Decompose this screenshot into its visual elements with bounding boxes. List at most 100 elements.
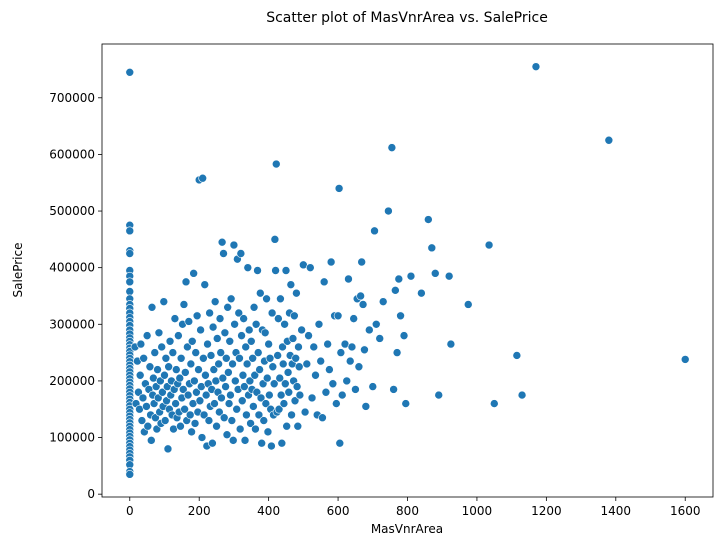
data-point [300, 407, 310, 417]
data-point [163, 444, 173, 454]
data-point [143, 421, 153, 431]
data-point [335, 438, 345, 448]
data-point [238, 370, 248, 380]
data-point [157, 342, 167, 352]
data-point [444, 271, 454, 281]
data-point [489, 399, 499, 408]
data-point [187, 336, 197, 346]
data-point [209, 365, 219, 374]
data-point [311, 370, 320, 380]
data-point [319, 277, 329, 287]
data-point [290, 396, 300, 406]
data-point [201, 390, 211, 400]
data-point [168, 348, 178, 357]
y-axis-title: SalePrice [11, 243, 25, 298]
data-point [159, 297, 169, 306]
data-point [165, 336, 175, 346]
data-point [160, 416, 170, 425]
data-point [181, 277, 191, 287]
data-point [261, 399, 271, 408]
data-point [307, 393, 317, 403]
data-point [275, 373, 285, 383]
data-point [288, 334, 298, 343]
data-points [125, 62, 690, 479]
data-point [250, 370, 260, 380]
data-point [268, 362, 278, 372]
x-axis-ticks: 0 200 400 600 800 1000 1200 1400 1600 [126, 497, 701, 518]
data-point [392, 348, 402, 357]
data-point [260, 328, 270, 338]
data-point [183, 390, 193, 400]
data-point [314, 319, 324, 329]
data-point [195, 396, 205, 406]
data-point [192, 311, 202, 321]
data-point [604, 135, 614, 145]
y-tick-label: 700000 [49, 91, 95, 105]
data-point [332, 399, 341, 408]
data-point [277, 438, 287, 448]
data-point [290, 311, 299, 321]
data-point [517, 390, 527, 400]
y-tick-label: 100000 [49, 431, 95, 445]
data-point [194, 365, 203, 374]
data-point [430, 269, 440, 278]
data-point [228, 359, 237, 369]
data-point [337, 390, 347, 400]
data-point [336, 348, 346, 357]
data-point [269, 379, 279, 389]
data-point [125, 470, 135, 479]
data-point [204, 416, 214, 425]
data-point [189, 269, 198, 278]
data-point [184, 317, 194, 326]
data-point [396, 311, 405, 321]
plot-area [101, 43, 714, 498]
x-tick-label: 200 [188, 504, 211, 518]
data-point [212, 421, 221, 431]
data-point [244, 325, 254, 335]
data-point [334, 184, 344, 193]
data-point [370, 226, 379, 236]
data-point [235, 353, 244, 363]
data-point [254, 410, 264, 420]
x-tick-label: 0 [126, 504, 134, 518]
data-point [361, 402, 371, 411]
data-point [221, 353, 231, 363]
data-point [281, 266, 291, 275]
data-point [240, 436, 250, 445]
data-point [190, 376, 199, 386]
data-point [192, 387, 201, 397]
data-point [196, 325, 205, 335]
data-point [226, 390, 235, 400]
data-point [297, 325, 306, 335]
data-point [265, 390, 274, 400]
data-point [354, 362, 364, 372]
data-point [187, 427, 196, 437]
data-point [280, 319, 289, 329]
data-point [295, 390, 305, 400]
data-point [325, 365, 334, 374]
data-point [183, 342, 192, 352]
data-point [326, 257, 336, 267]
data-point [424, 215, 433, 224]
y-tick-label: 600000 [49, 147, 95, 161]
data-point [293, 421, 303, 431]
data-point [255, 365, 264, 374]
data-point [463, 300, 473, 309]
data-point [217, 393, 226, 403]
data-point [263, 427, 273, 437]
data-point [178, 385, 188, 394]
data-point [199, 353, 208, 363]
data-point [282, 421, 291, 431]
data-point [214, 359, 223, 369]
data-point [191, 348, 201, 357]
data-point [371, 319, 381, 329]
data-point [231, 376, 240, 386]
data-point [181, 368, 190, 377]
data-point [241, 342, 251, 352]
data-point [142, 331, 152, 340]
data-point [223, 303, 232, 312]
x-tick-label: 1600 [670, 504, 701, 518]
data-point [226, 294, 236, 304]
data-point [278, 342, 287, 352]
